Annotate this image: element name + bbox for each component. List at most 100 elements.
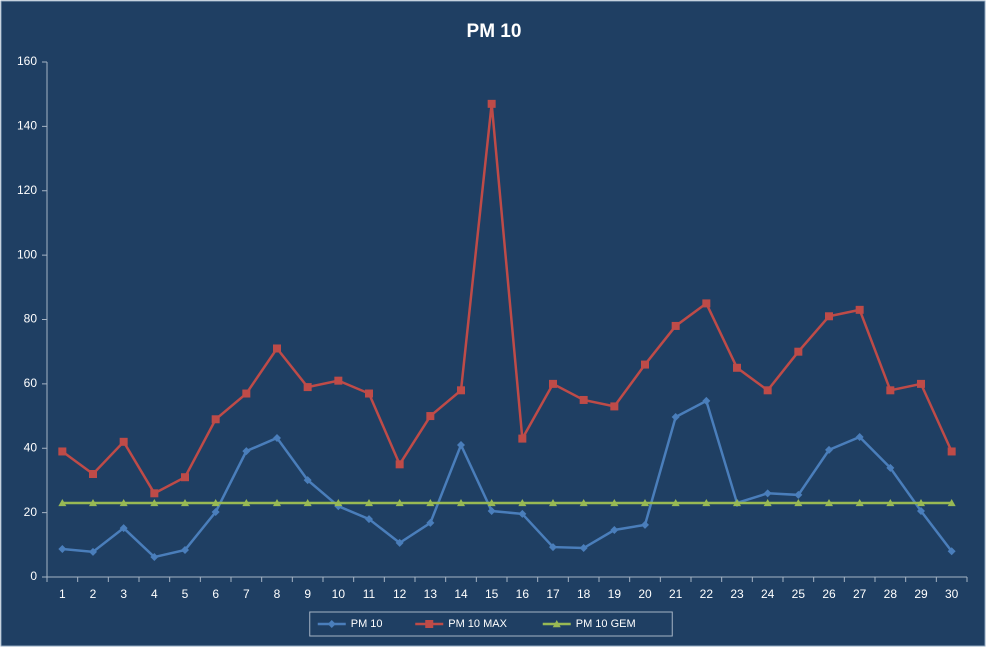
data-point: [58, 544, 67, 553]
x-tick-label: 17: [546, 587, 560, 601]
data-point: [917, 507, 925, 516]
x-tick-label: 9: [304, 587, 311, 601]
data-point: [242, 498, 251, 507]
data-point: [457, 441, 465, 450]
data-point: [825, 498, 833, 507]
x-tick-label: 6: [212, 587, 219, 601]
data-point: [181, 473, 189, 482]
data-point: [855, 432, 864, 441]
data-point: [671, 413, 680, 422]
data-point: [365, 515, 373, 524]
data-point: [610, 402, 619, 411]
data-point: [733, 363, 741, 372]
data-point: [917, 498, 925, 507]
data-point: [733, 498, 741, 507]
data-point: [794, 490, 803, 499]
x-tick-label: 24: [761, 587, 775, 601]
data-point: [58, 498, 67, 507]
data-point: [886, 463, 895, 472]
data-point: [763, 489, 772, 498]
x-tick-label: 2: [90, 587, 97, 601]
legend-box: [309, 611, 673, 637]
x-tick-label: 15: [485, 587, 499, 601]
data-point: [181, 498, 189, 507]
data-point: [671, 321, 680, 330]
data-point: [518, 434, 527, 443]
x-tick-label: 7: [243, 587, 250, 601]
data-point: [181, 545, 189, 554]
x-tick-label: 4: [151, 587, 158, 601]
data-point: [886, 386, 895, 395]
x-tick-label: 20: [638, 587, 652, 601]
data-point: [579, 498, 588, 507]
data-point: [518, 498, 527, 507]
x-tick-label: 18: [577, 587, 591, 601]
data-point: [426, 412, 435, 421]
data-point: [549, 379, 557, 388]
y-tick-label: 140: [17, 119, 37, 133]
x-tick-label: 30: [945, 587, 959, 601]
data-point: [641, 520, 649, 529]
legend-marker: [425, 620, 434, 628]
data-point: [886, 498, 895, 507]
data-point: [211, 507, 220, 516]
legend-marker: [327, 620, 336, 628]
x-tick-label: 29: [914, 587, 928, 601]
data-point: [150, 553, 159, 562]
data-point: [487, 498, 496, 507]
data-point: [487, 507, 496, 516]
data-point: [273, 433, 281, 442]
data-point: [150, 489, 159, 498]
data-point: [273, 344, 281, 353]
data-point: [825, 312, 833, 321]
x-tick-label: 11: [363, 587, 376, 601]
data-point: [457, 386, 465, 395]
data-point: [58, 447, 67, 456]
data-point: [365, 389, 373, 398]
chart-title: PM 10: [467, 21, 522, 42]
x-tick-label: 27: [853, 587, 867, 601]
data-point: [211, 415, 220, 424]
data-point: [395, 538, 404, 547]
data-point: [518, 509, 527, 518]
data-point: [947, 547, 956, 556]
data-point: [579, 544, 588, 553]
data-point: [947, 498, 956, 507]
data-point: [89, 498, 97, 507]
data-point: [825, 445, 833, 454]
data-point: [671, 498, 680, 507]
data-point: [89, 470, 97, 478]
data-point: [794, 347, 803, 356]
data-point: [702, 299, 711, 308]
x-tick-label: 16: [516, 587, 530, 601]
x-tick-label: 12: [393, 587, 407, 601]
x-tick-label: 22: [700, 587, 714, 601]
x-tick-label: 5: [182, 587, 189, 601]
data-point: [303, 498, 312, 507]
data-point: [426, 498, 435, 507]
series-line: [62, 399, 953, 559]
legend: PM 10 PM 10 MAX PM 10 GEM: [309, 611, 673, 637]
y-tick-label: 40: [24, 440, 38, 454]
data-point: [395, 460, 404, 469]
data-point: [487, 99, 496, 108]
data-point: [549, 543, 557, 552]
data-point: [426, 518, 435, 527]
data-point: [303, 476, 312, 485]
data-point: [855, 305, 864, 314]
y-tick-label: 120: [17, 183, 37, 197]
data-point: [150, 498, 159, 507]
data-point: [119, 524, 128, 533]
data-point: [794, 498, 803, 507]
x-tick-label: 14: [454, 587, 468, 601]
x-tick-label: 8: [274, 587, 281, 601]
x-tick-label: 10: [332, 587, 346, 601]
data-point: [947, 447, 956, 456]
legend-label: PM 10 MAX: [448, 618, 507, 630]
y-tick-label: 60: [24, 376, 38, 390]
y-tick-label: 100: [17, 247, 37, 261]
y-tick-label: 80: [24, 312, 38, 326]
data-point: [610, 526, 619, 535]
